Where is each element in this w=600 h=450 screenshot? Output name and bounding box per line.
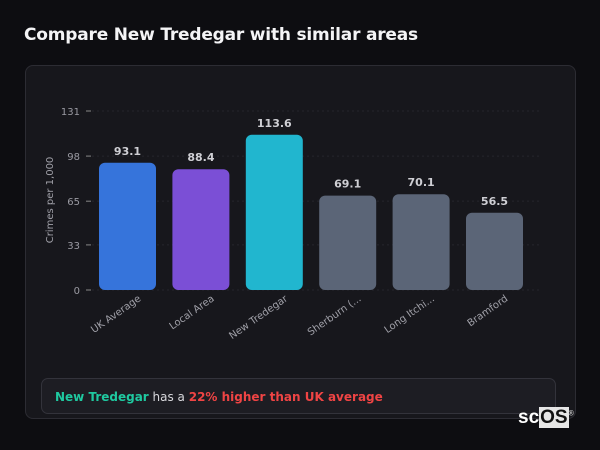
- data-label: 70.1: [408, 176, 435, 189]
- insight-banner: New Tredegar has a 22% higher than UK av…: [41, 378, 556, 414]
- logo-mark: ®: [568, 410, 574, 418]
- insight-area: New Tredegar: [55, 390, 149, 404]
- x-tick-label: Sherburn (...: [306, 293, 364, 338]
- y-tick-label: 98: [67, 152, 80, 163]
- bar: [319, 195, 377, 290]
- x-tick-label: Long Itchi...: [383, 293, 437, 336]
- data-label: 88.4: [187, 151, 214, 164]
- bar: [172, 169, 230, 290]
- insight-comparison: 22% higher than UK average: [188, 390, 383, 404]
- y-tick-label: 0: [74, 286, 80, 297]
- y-tick-label: 33: [67, 241, 80, 252]
- x-tick-label: Bramford: [466, 293, 511, 329]
- y-tick-label: 131: [61, 107, 80, 118]
- scos-logo: scOS®: [518, 407, 574, 429]
- bar: [99, 162, 156, 290]
- data-label: 93.1: [114, 145, 141, 158]
- bar: [466, 212, 523, 290]
- data-label: 56.5: [481, 195, 508, 208]
- logo-text: sc: [518, 407, 540, 428]
- y-axis-label: Crimes per 1,000: [45, 157, 56, 244]
- page-title: Compare New Tredegar with similar areas: [24, 25, 418, 45]
- x-tick-label: Local Area: [168, 293, 217, 332]
- x-tick-label: New Tredegar: [227, 293, 290, 342]
- bar: [245, 134, 303, 290]
- logo-text-os: OS: [539, 407, 569, 428]
- bar: [392, 194, 450, 290]
- y-tick-label: 65: [67, 197, 80, 208]
- data-label: 113.6: [257, 117, 292, 130]
- x-tick-label: UK Average: [89, 293, 143, 335]
- insight-text: has a: [148, 390, 189, 404]
- data-label: 69.1: [334, 178, 361, 191]
